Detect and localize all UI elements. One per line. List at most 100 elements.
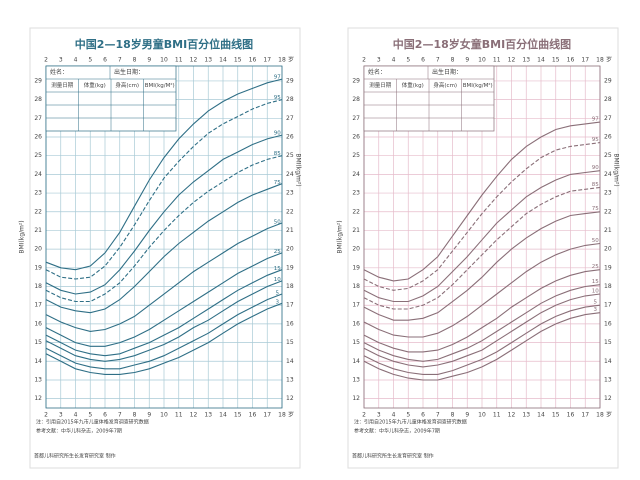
y-tick-label: 13 — [352, 376, 360, 383]
y-tick-label: 17 — [352, 302, 360, 309]
percentile-curve — [45, 222, 283, 332]
y-tick-label: 14 — [352, 358, 360, 365]
x-tick-label: 15 — [234, 412, 242, 419]
curve-label: 3 — [276, 300, 280, 306]
form-label: 出生日期： — [114, 68, 144, 76]
y-tick-label: 25 — [352, 152, 360, 159]
percentile-curve — [363, 284, 601, 362]
x-tick-label: 2 — [44, 57, 48, 64]
form-column: 体重(kg) — [84, 81, 106, 89]
y-tick-label: 13 — [286, 376, 294, 383]
y-tick-label: 27 — [352, 115, 360, 122]
y-tick-label: 19 — [352, 264, 360, 271]
x-tick-label: 2 — [44, 412, 48, 419]
y-tick-label: 28 — [604, 96, 612, 103]
y-tick-label: 29 — [604, 77, 612, 84]
x-tick-label: 2 — [362, 57, 366, 64]
curve-label: 95 — [274, 95, 281, 101]
x-tick-label: 9 — [465, 412, 469, 419]
curve-label: 75 — [592, 206, 599, 212]
x-tick-label: 14 — [219, 57, 227, 64]
percentile-curve — [363, 186, 601, 310]
x-tick-label: 18 — [278, 57, 286, 64]
curve-label: 90 — [274, 131, 281, 137]
x-tick-label: 4 — [74, 412, 78, 419]
y-tick-label: 19 — [286, 264, 294, 271]
y-tick-label: 29 — [352, 77, 360, 84]
form-column: 测量日期 — [51, 81, 74, 89]
form-column: BMI(kg/M²) — [145, 82, 175, 89]
x-tick-label: 4 — [392, 57, 396, 64]
x-tick-label: 6 — [421, 57, 425, 64]
form-label: 姓名： — [368, 68, 386, 76]
x-tick-label: 11 — [175, 412, 183, 419]
y-tick-label: 16 — [286, 320, 294, 327]
y-tick-label: 13 — [34, 376, 42, 383]
y-tick-label: 24 — [286, 171, 294, 178]
x-tick-label: 5 — [88, 57, 92, 64]
y-tick-label: 22 — [34, 208, 42, 215]
x-tick-label: 3 — [377, 57, 381, 64]
note: 参考文献：中华儿科杂志，2009年7期 — [36, 428, 122, 435]
curve-label: 25 — [274, 249, 281, 255]
x-tick-label: 7 — [118, 412, 122, 419]
x-tick-label: 17 — [263, 412, 271, 419]
y-tick-label: 15 — [34, 339, 42, 346]
x-tick-label: 8 — [451, 57, 455, 64]
percentile-curve — [363, 293, 601, 368]
chart-title: 中国2—18岁女童BMI百分位曲线图 — [393, 37, 571, 51]
x-tick-label: 6 — [103, 57, 107, 64]
y-tick-label: 17 — [34, 302, 42, 309]
y-tick-label: 26 — [604, 134, 612, 141]
y-tick-label: 17 — [286, 302, 294, 309]
form-column: 身高(cm) — [115, 81, 139, 89]
y-tick-label: 27 — [604, 115, 612, 122]
x-unit: 岁 — [606, 411, 612, 419]
x-tick-label: 10 — [478, 412, 486, 419]
x-tick-label: 18 — [596, 412, 604, 419]
x-tick-label: 6 — [421, 412, 425, 419]
x-tick-label: 6 — [103, 412, 107, 419]
curve-label: 97 — [592, 117, 599, 123]
y-tick-label: 23 — [34, 190, 42, 197]
percentile-curve — [45, 134, 283, 295]
x-tick-label: 17 — [263, 57, 271, 64]
y-tick-label: 18 — [352, 283, 360, 290]
x-tick-label: 3 — [59, 57, 63, 64]
y-tick-label: 21 — [352, 227, 360, 234]
x-tick-label: 8 — [133, 57, 137, 64]
x-tick-label: 2 — [362, 412, 366, 419]
y-tick-label: 15 — [286, 339, 294, 346]
y-tick-label: 14 — [34, 358, 42, 365]
percentile-curve — [363, 170, 601, 303]
x-tick-label: 10 — [160, 57, 168, 64]
y-tick-label: 16 — [352, 320, 360, 327]
percentile-curve — [45, 302, 283, 375]
x-tick-label: 8 — [451, 412, 455, 419]
x-tick-label: 11 — [493, 57, 501, 64]
form-label: 姓名： — [50, 68, 68, 76]
curve-label: 85 — [274, 151, 281, 157]
x-unit: 岁 — [288, 56, 294, 64]
note: 注：引用自2015年九市儿童体格发育调查研究数据 — [354, 419, 467, 426]
y-tick-label: 29 — [286, 77, 294, 84]
y-axis-label: BMI(kg/m²) — [19, 220, 26, 253]
curve-label: 10 — [592, 288, 599, 294]
x-tick-label: 5 — [406, 412, 410, 419]
y-tick-label: 12 — [604, 395, 612, 402]
percentile-curve — [363, 312, 601, 381]
y-tick-label: 15 — [604, 339, 612, 346]
y-tick-label: 18 — [286, 283, 294, 290]
y-tick-label: 25 — [604, 152, 612, 159]
x-tick-label: 7 — [436, 412, 440, 419]
y-tick-label: 22 — [604, 208, 612, 215]
x-tick-label: 3 — [59, 412, 63, 419]
y-tick-label: 17 — [604, 302, 612, 309]
y-tick-label: 21 — [604, 227, 612, 234]
y-tick-label: 12 — [34, 395, 42, 402]
y-tick-label: 28 — [34, 96, 42, 103]
x-tick-label: 10 — [478, 57, 486, 64]
x-tick-label: 9 — [465, 57, 469, 64]
y-tick-label: 23 — [286, 190, 294, 197]
